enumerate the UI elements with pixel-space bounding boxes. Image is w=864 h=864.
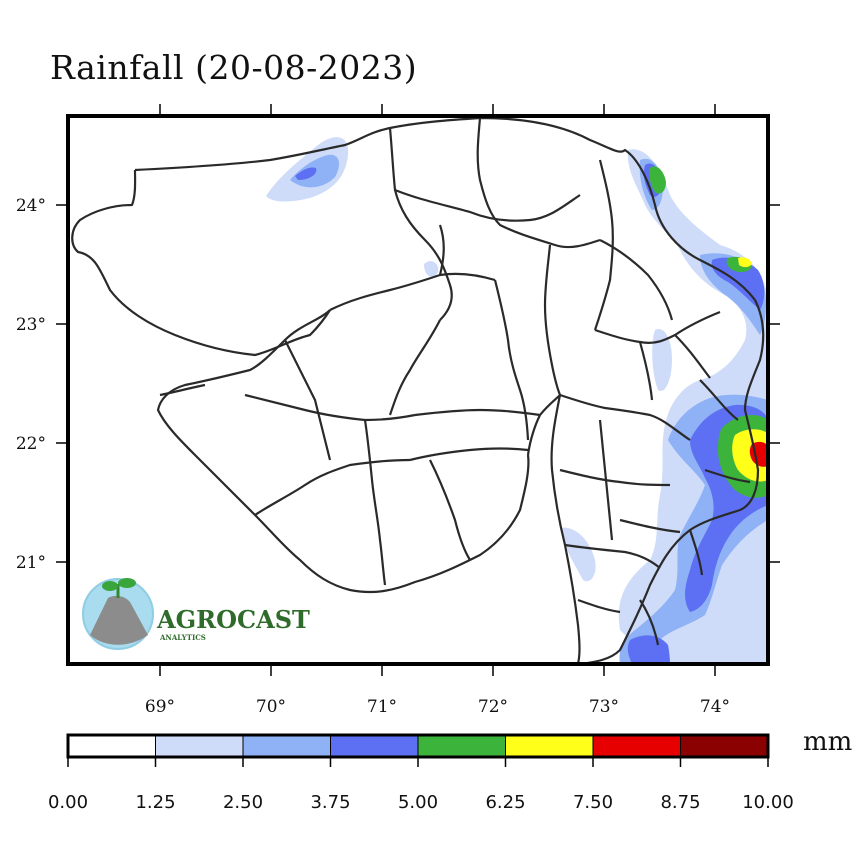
lon-tick-74: 74° [700, 697, 730, 717]
colorbar-tick-label: 2.50 [223, 792, 263, 813]
logo-leaf-left [102, 581, 118, 591]
lat-tick-24: 24° [16, 196, 46, 216]
agrocast-logo: AGROCAST ANALYTICS [82, 578, 310, 650]
colorbar-segment [680, 734, 769, 758]
colorbar-tick-label: 3.75 [310, 792, 350, 813]
colorbar-tick-label: 8.75 [660, 792, 700, 813]
colorbar-unit: mm [803, 727, 852, 757]
colorbar-tick-label: 5.00 [398, 792, 438, 813]
rain-patch-ne-green [649, 166, 666, 194]
rain-patch-e-yellow [738, 257, 752, 268]
colorbar-tick-label: 6.25 [485, 792, 525, 813]
colorbar-segment [242, 734, 332, 758]
lat-tick-22: 22° [16, 434, 46, 454]
lon-tick-70: 70° [256, 697, 286, 717]
colorbar-segment [505, 734, 594, 758]
map-frame [66, 114, 770, 666]
colorbar-tick-label: 10.00 [742, 792, 794, 813]
state-outline [134, 116, 765, 666]
colorbar [67, 734, 769, 758]
rain-patch-nw-blue [295, 167, 317, 180]
colorbar-tick-label: 7.50 [573, 792, 613, 813]
coast-kutch [71, 169, 331, 357]
gulf-khambhat [526, 393, 581, 665]
colorbar-tick-label: 0.00 [48, 792, 88, 813]
lon-tick-73: 73° [589, 697, 619, 717]
lat-tick-23: 23° [16, 315, 46, 335]
rain-patch-mid-east [652, 329, 672, 391]
lon-tick-72: 72° [478, 697, 508, 717]
colorbar-segment [417, 734, 507, 758]
logo-brand: AGROCAST [156, 605, 310, 634]
colorbar-segment [155, 734, 244, 758]
colorbar-segment [67, 734, 157, 758]
district-boundaries [71, 116, 765, 666]
colorbar-segment [330, 734, 419, 758]
lat-ticks [56, 204, 780, 563]
colorbar-segment [592, 734, 682, 758]
lon-ticks [159, 104, 716, 676]
lon-tick-69: 69° [145, 697, 175, 717]
rain-patch-center [424, 261, 439, 277]
lon-tick-71: 71° [367, 697, 397, 717]
logo-rock-icon [90, 595, 148, 645]
coast-saurashtra [156, 309, 530, 594]
colorbar-tick-label: 1.25 [135, 792, 175, 813]
map-title: Rainfall (20-08-2023) [50, 48, 418, 87]
colorbar-labels: 0.00 1.25 2.50 3.75 5.00 6.25 7.50 8.75 10.00 [48, 757, 794, 813]
logo-leaf-right [118, 578, 136, 588]
logo-tagline: ANALYTICS [159, 633, 206, 642]
rain-patch-south-light [560, 527, 596, 582]
lat-tick-21: 21° [16, 553, 46, 573]
rain-patch-se-blue [627, 635, 670, 664]
